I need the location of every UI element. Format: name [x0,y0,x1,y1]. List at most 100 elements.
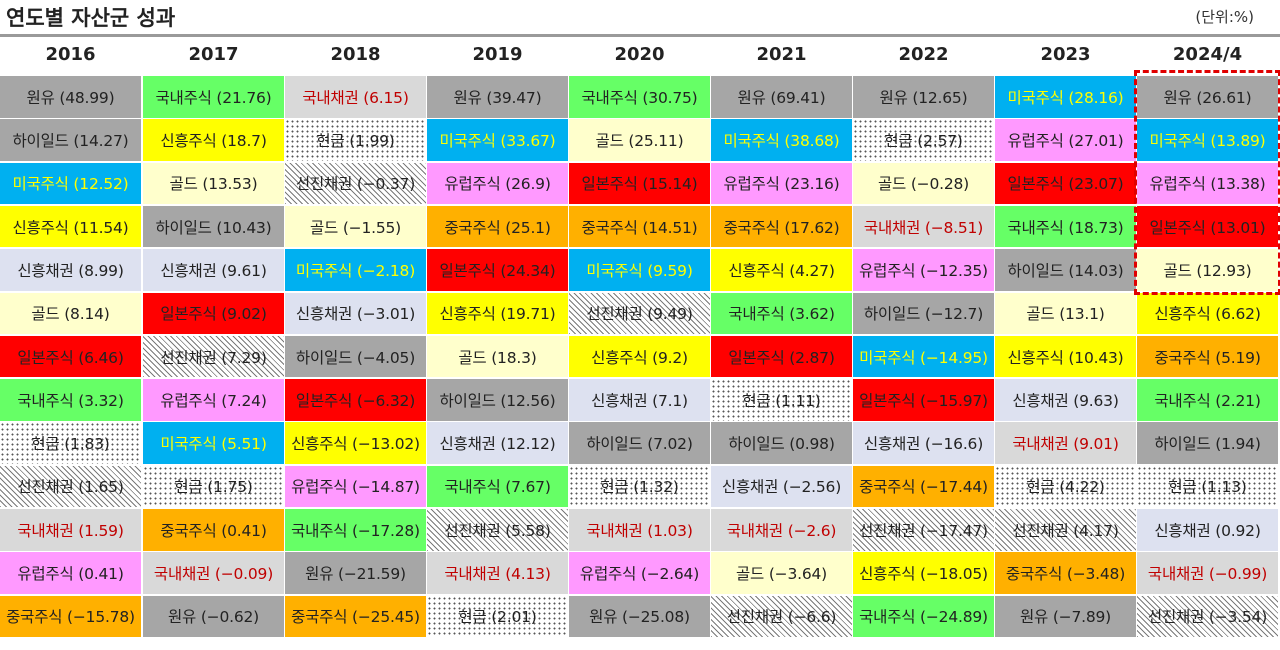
performance-cell-label: 국내채권 (1.03) [586,521,693,540]
performance-cell: 국내채권 (−8.51) [853,205,994,248]
performance-cell: 신흥주식 (9.2) [569,335,710,378]
performance-cell: 일본주식 (2.87) [711,335,852,378]
performance-cell-label: 현금 (1.99) [316,132,395,151]
performance-cell: 신흥채권 (8.99) [0,249,141,291]
performance-cell: 일본주식 (6.46) [0,335,141,378]
performance-cell: 현금 (1.83) [0,422,141,464]
performance-cell-label: 신흥주식 (4.27) [728,261,835,280]
performance-cell-label: 선진채권 (9.49) [586,305,693,324]
performance-cell: 미국주식 (9.59) [569,249,710,291]
performance-cell: 하이일드 (−4.05) [285,335,426,378]
performance-cell-label: 국내주식 (30.75) [581,88,698,107]
performance-cell-label: 미국주식 (9.59) [586,261,693,280]
performance-cell: 일본주식 (−6.32) [285,379,426,421]
performance-cell-label: 원유 (12.65) [879,88,968,107]
performance-cell-label: 신흥주식 (−18.05) [859,565,988,584]
performance-cell-label: 일본주식 (2.87) [728,348,835,367]
performance-cell-label: 신흥채권 (−3.01) [295,305,416,324]
performance-cell-label: 유럽주식 (−2.64) [579,565,700,584]
performance-cell-label: 일본주식 (23.07) [1007,175,1124,194]
performance-cell-label: 신흥주식 (10.43) [1007,348,1124,367]
performance-cell-label: 신흥주식 (19.71) [439,305,556,324]
performance-cell: 현금 (1.11) [711,379,852,421]
performance-cell-label: 원유 (−21.59) [305,565,406,584]
performance-cell: 신흥주식 (11.54) [0,205,141,248]
performance-cell: 미국주식 (12.52) [0,162,141,205]
performance-cell: 유럽주식 (7.24) [143,379,284,421]
performance-cell: 유럽주식 (13.38) [1137,162,1278,205]
performance-cell: 일본주식 (9.02) [143,292,284,334]
performance-cell: 국내주식 (−17.28) [285,509,426,551]
performance-cell: 현금 (2.57) [853,119,994,161]
performance-cell-label: 현금 (1.75) [174,478,253,497]
performance-cell-label: 신흥채권 (9.61) [160,261,267,280]
performance-cell-label: 국내주식 (3.62) [728,305,835,324]
performance-cell: 유럽주식 (−2.64) [569,552,710,594]
performance-cell-label: 유럽주식 (27.01) [1007,132,1124,151]
performance-cell-label: 원유 (−0.62) [167,608,260,627]
performance-cell: 골드 (−3.64) [711,552,852,594]
performance-cell: 신흥채권 (9.63) [995,379,1136,421]
performance-cell-label: 선진채권 (4.17) [1012,521,1119,540]
performance-cell-label: 골드 (25.11) [595,132,684,151]
performance-cell: 원유 (−25.08) [569,595,710,638]
performance-cell: 미국주식 (−2.18) [285,249,426,291]
performance-cell: 유럽주식 (23.16) [711,162,852,205]
performance-cell: 골드 (8.14) [0,292,141,334]
performance-cell: 일본주식 (23.07) [995,162,1136,205]
performance-cell-label: 유럽주식 (13.38) [1149,175,1266,194]
performance-cell: 골드 (−1.55) [285,205,426,248]
performance-cell: 유럽주식 (−14.87) [285,465,426,508]
performance-cell-label: 중국주식 (0.41) [160,521,267,540]
performance-cell-label: 신흥주식 (−13.02) [291,435,420,454]
performance-cell-label: 현금 (1.83) [31,435,110,454]
performance-cell-label: 중국주식 (5.19) [1154,348,1261,367]
performance-cell: 신흥주식 (−13.02) [285,422,426,464]
performance-cell-label: 하이일드 (14.27) [12,132,129,151]
performance-cell: 선진채권 (−6.6) [711,595,852,638]
performance-cell-label: 중국주식 (−17.44) [859,478,988,497]
performance-cell: 신흥채권 (−2.56) [711,465,852,508]
performance-cell-label: 국내채권 (9.01) [1012,435,1119,454]
performance-cell-label: 미국주식 (−2.18) [295,261,416,280]
year-header: 2016 [45,44,96,65]
performance-cell: 하이일드 (1.94) [1137,422,1278,464]
performance-cell-label: 국내채권 (−8.51) [863,218,984,237]
performance-cell-label: 국내주식 (−17.28) [291,521,420,540]
performance-cell: 국내주식 (18.73) [995,205,1136,248]
performance-cell-label: 국내주식 (21.76) [155,88,272,107]
performance-cell-label: 현금 (1.13) [1168,478,1247,497]
performance-cell: 미국주식 (28.16) [995,76,1136,118]
performance-cell-label: 국내채권 (−0.09) [153,565,274,584]
performance-cell-label: 골드 (13.53) [169,175,258,194]
year-header: 2022 [898,44,949,65]
performance-cell-label: 미국주식 (5.51) [160,435,267,454]
performance-cell: 하이일드 (14.03) [995,249,1136,291]
year-header-row: 2016 2017 2018 2019 2020 2021 2022 2023 2024/4 [0,44,1280,70]
performance-cell-label: 골드 (12.93) [1163,261,1252,280]
performance-cell-label: 선진채권 (−3.54) [1147,608,1268,627]
performance-cell-label: 국내주식 (2.21) [1154,391,1261,410]
performance-cell: 중국주식 (17.62) [711,205,852,248]
performance-cell-label: 국내주식 (3.32) [17,391,124,410]
performance-cell: 원유 (−21.59) [285,552,426,594]
performance-cell: 국내채권 (−2.6) [711,509,852,551]
performance-cell-label: 골드 (−0.28) [877,175,970,194]
performance-cell: 신흥주식 (6.62) [1137,292,1278,334]
performance-cell: 선진채권 (−17.47) [853,509,994,551]
performance-cell: 국내채권 (1.59) [0,509,141,551]
performance-cell-label: 중국주식 (14.51) [581,218,698,237]
performance-cell-label: 원유 (39.47) [453,88,542,107]
performance-cell: 신흥채권 (−3.01) [285,292,426,334]
performance-cell-label: 신흥채권 (8.99) [17,261,124,280]
performance-cell: 선진채권 (1.65) [0,465,141,508]
year-header: 2021 [756,44,807,65]
performance-cell-label: 국내주식 (18.73) [1007,218,1124,237]
performance-cell-label: 신흥주식 (6.62) [1154,305,1261,324]
performance-cell-label: 신흥채권 (12.12) [439,435,556,454]
performance-cell-label: 선진채권 (7.29) [160,348,267,367]
performance-cell-label: 선진채권 (−0.37) [295,175,416,194]
performance-cell-label: 중국주식 (−25.45) [291,608,420,627]
performance-cell-label: 국내채권 (1.59) [17,521,124,540]
performance-cell-label: 국내채권 (−0.99) [1147,565,1268,584]
